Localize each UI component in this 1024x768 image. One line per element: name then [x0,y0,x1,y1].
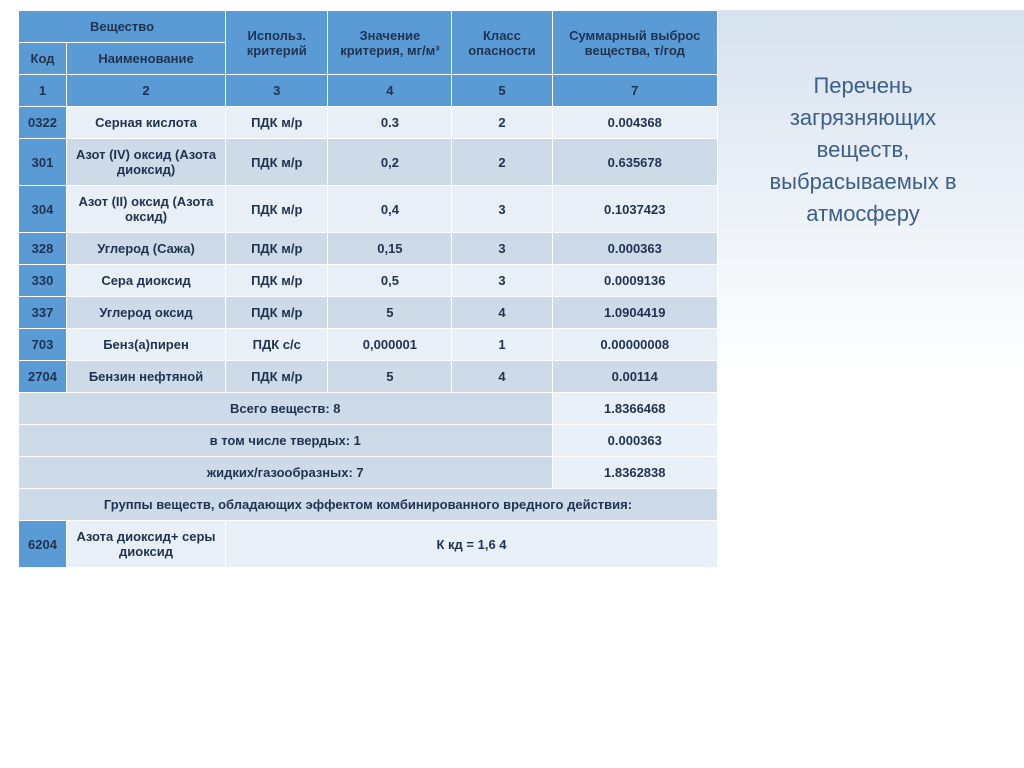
group-code: 6204 [19,521,67,568]
table-cell: 0.0009136 [552,265,717,297]
table-cell: 0.635678 [552,139,717,186]
pollutants-table-container: Вещество Использ. критерий Значение крит… [18,10,718,768]
page-title: Перечень загрязняющих веществ, выбрасыва… [718,10,1024,768]
table-cell: ПДК м/р [226,361,328,393]
table-cell: Азот (IV) оксид (Азота диоксид) [67,139,226,186]
table-cell: Углерод оксид [67,297,226,329]
table-cell: 0,5 [328,265,452,297]
table-cell: ПДК с/с [226,329,328,361]
table-cell: 1 [452,329,552,361]
header-hazard: Класс опасности [452,11,552,75]
table-cell: 328 [19,233,67,265]
colnum-2: 3 [226,75,328,107]
header-name: Наименование [67,43,226,75]
table-cell: Бензин нефтяной [67,361,226,393]
header-emission: Суммарный выброс вещества, т/год [552,11,717,75]
table-cell: 0,4 [328,186,452,233]
table-cell: 2704 [19,361,67,393]
table-cell: 3 [452,265,552,297]
summary-value: 1.8362838 [552,457,717,489]
header-code: Код [19,43,67,75]
colnum-3: 4 [328,75,452,107]
table-cell: 2 [452,139,552,186]
table-cell: 5 [328,297,452,329]
table-cell: 4 [452,297,552,329]
table-cell: ПДК м/р [226,139,328,186]
summary-label: жидких/газообразных: 7 [19,457,553,489]
table-cell: 0.004368 [552,107,717,139]
group-name: Азота диоксид+ серы диоксид [67,521,226,568]
table-cell: 4 [452,361,552,393]
header-criterion: Использ. критерий [226,11,328,75]
table-cell: 0.00114 [552,361,717,393]
table-cell: ПДК м/р [226,107,328,139]
table-cell: Углерод (Сажа) [67,233,226,265]
colnum-1: 2 [67,75,226,107]
table-cell: 0,2 [328,139,452,186]
table-cell: Серная кислота [67,107,226,139]
colnum-5: 7 [552,75,717,107]
table-cell: 0.1037423 [552,186,717,233]
table-cell: Азот (II) оксид (Азота оксид) [67,186,226,233]
table-cell: ПДК м/р [226,265,328,297]
table-cell: 3 [452,186,552,233]
table-cell: 0,15 [328,233,452,265]
group-note: К кд = 1,6 4 [226,521,718,568]
table-cell: 337 [19,297,67,329]
pollutants-table: Вещество Использ. критерий Значение крит… [18,10,718,568]
table-cell: 330 [19,265,67,297]
table-cell: 3 [452,233,552,265]
table-cell: ПДК м/р [226,297,328,329]
summary-label: Всего веществ: 8 [19,393,553,425]
table-cell: 304 [19,186,67,233]
table-cell: 0.000363 [552,233,717,265]
group-header: Группы веществ, обладающих эффектом комб… [19,489,718,521]
table-cell: Бенз(а)пирен [67,329,226,361]
header-value-text: Значение критерия, мг/м³ [340,28,439,58]
table-cell: 301 [19,139,67,186]
table-cell: ПДК м/р [226,233,328,265]
summary-label: в том числе твердых: 1 [19,425,553,457]
summary-value: 1.8366468 [552,393,717,425]
table-cell: 2 [452,107,552,139]
table-cell: 1.0904419 [552,297,717,329]
colnum-0: 1 [19,75,67,107]
table-cell: 0,000001 [328,329,452,361]
colnum-4: 5 [452,75,552,107]
table-cell: 5 [328,361,452,393]
table-cell: 0.00000008 [552,329,717,361]
header-substance: Вещество [19,11,226,43]
table-cell: 703 [19,329,67,361]
table-cell: ПДК м/р [226,186,328,233]
header-value: Значение критерия, мг/м³ [328,11,452,75]
table-cell: Сера диоксид [67,265,226,297]
table-cell: 0.3 [328,107,452,139]
summary-value: 0.000363 [552,425,717,457]
table-cell: 0322 [19,107,67,139]
